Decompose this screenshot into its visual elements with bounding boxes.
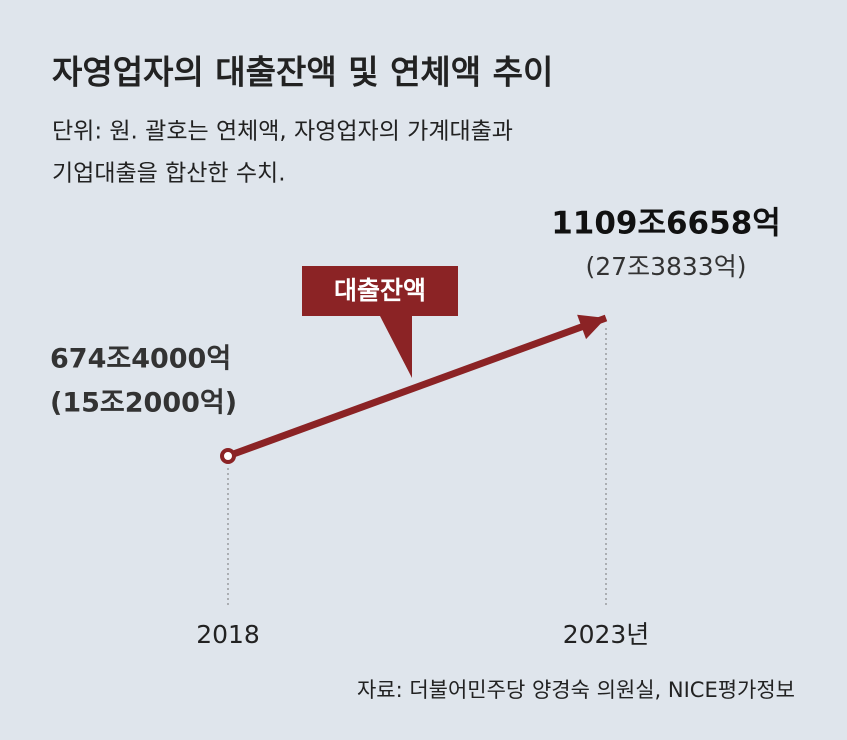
callout (302, 266, 458, 378)
subtitle: 기업대출을 합산한 수치. (52, 161, 286, 187)
arrow-head (577, 314, 606, 340)
value-label: 1109조6658억 (551, 206, 781, 242)
legend-label: 대출잔액 (334, 276, 426, 305)
value-label: (15조2000억) (50, 388, 237, 419)
source: 자료: 더불어민주당 양경숙 의원실, NICE평가정보 (357, 678, 795, 702)
value-label: 674조4000억 (50, 344, 231, 375)
chart-title: 자영업자의 대출잔액 및 연체액 추이 (52, 53, 553, 92)
x-tick-label: 2018 (196, 620, 260, 649)
line (226, 314, 608, 460)
point (220, 448, 236, 464)
value-label: (27조3833억) (586, 252, 747, 281)
subtitle: 단위: 원. 괄호는 연체액, 자영업자의 가계대출과 (52, 119, 513, 145)
x-tick-label: 2023년 (563, 620, 650, 649)
